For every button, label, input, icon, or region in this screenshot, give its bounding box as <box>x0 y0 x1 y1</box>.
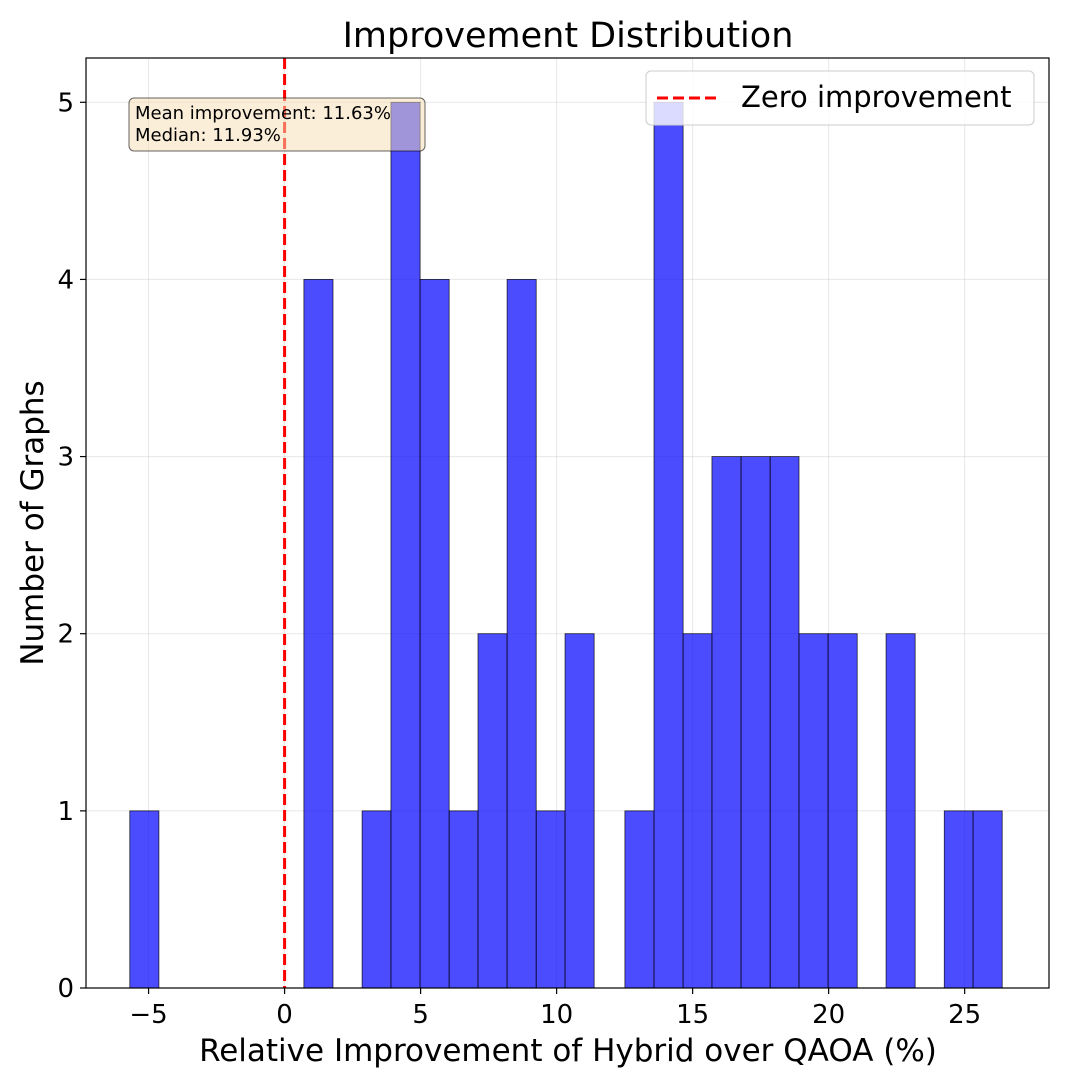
stats-annotation: Mean improvement: 11.63% Median: 11.93% <box>128 97 426 152</box>
y-tick-label: 2 <box>57 620 74 650</box>
y-axis-ticks: 0 1 2 3 4 5 <box>57 88 86 1004</box>
x-tick-label: 15 <box>676 1000 709 1030</box>
plot-frame <box>85 57 1050 989</box>
x-axis-ticks: −5 0 5 10 15 20 25 <box>129 988 981 1030</box>
y-axis-label: Number of Graphs <box>15 380 51 665</box>
histogram-bar-15 <box>740 456 771 989</box>
stats-annotation-line-median: Median: 11.93% <box>135 125 281 146</box>
x-axis-label: Relative Improvement of Hybrid over QAOA… <box>199 1033 937 1069</box>
y-tick-label: 5 <box>57 88 74 118</box>
chart-title: Improvement Distribution <box>343 16 794 56</box>
histogram-bar-13 <box>682 633 713 989</box>
histogram-bar-6 <box>448 810 479 989</box>
histogram-bar-18 <box>827 633 858 989</box>
x-tick-label: −5 <box>129 1000 167 1030</box>
histogram-bar-2 <box>303 279 334 989</box>
y-tick-label: 3 <box>57 443 74 473</box>
histogram-bar-11 <box>624 810 655 989</box>
histogram-bar-19 <box>885 633 916 989</box>
histogram-bar-17 <box>798 633 829 989</box>
histogram-bar-14 <box>711 456 742 989</box>
legend-frame <box>645 70 1035 126</box>
histogram-bar-20 <box>943 810 974 989</box>
x-tick-label: 0 <box>276 1000 293 1030</box>
histogram-bar-4 <box>390 101 421 989</box>
stats-annotation-line-mean: Mean improvement: 11.63% <box>135 103 391 124</box>
x-tick-label: 5 <box>412 1000 429 1030</box>
histogram-bar-9 <box>535 810 566 989</box>
histogram-bar-12 <box>653 101 684 989</box>
legend: Zero improvement <box>645 70 1035 126</box>
histogram-bar-5 <box>419 279 450 989</box>
histogram-bars <box>129 101 1003 989</box>
x-tick-label: 20 <box>812 1000 845 1030</box>
histogram-bar-3 <box>361 810 392 989</box>
x-tick-label: 10 <box>540 1000 573 1030</box>
histogram-bar-10 <box>564 633 595 989</box>
legend-label-zero-improvement: Zero improvement <box>741 80 1012 114</box>
y-tick-label: 4 <box>57 265 74 295</box>
x-tick-label: 25 <box>948 1000 981 1030</box>
histogram-bar-8 <box>506 279 537 989</box>
stats-annotation-background <box>128 97 426 152</box>
y-tick-label: 0 <box>57 974 74 1004</box>
y-tick-label: 1 <box>57 797 74 827</box>
histogram-bar-16 <box>769 456 800 989</box>
histogram-bar-7 <box>477 633 508 989</box>
histogram-bar-1 <box>129 810 160 989</box>
histogram-bar-21 <box>972 810 1003 989</box>
